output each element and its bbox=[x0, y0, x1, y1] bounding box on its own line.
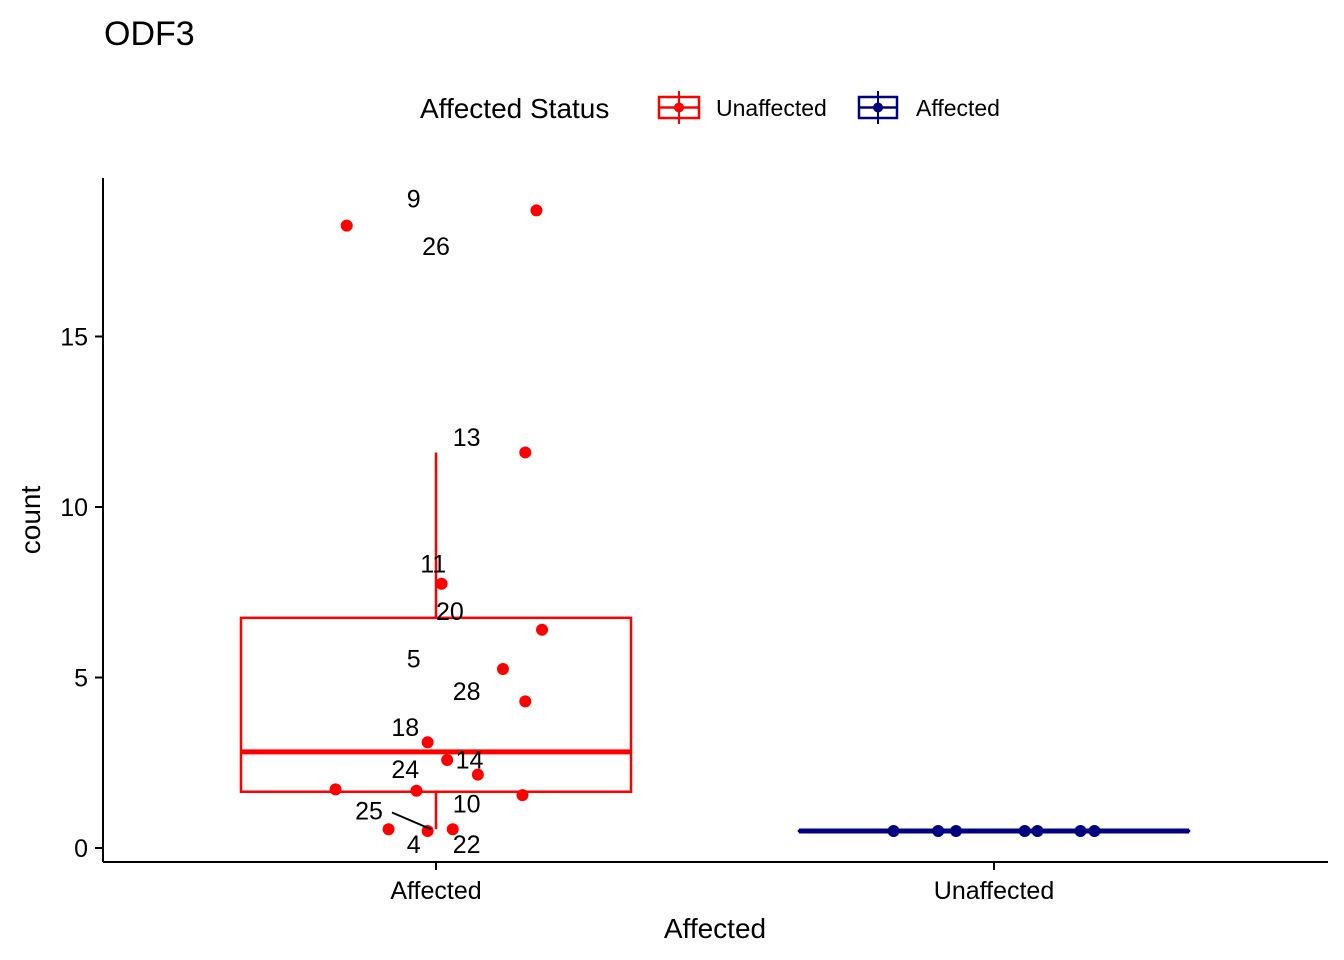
point-label: 25 bbox=[355, 797, 383, 825]
data-point bbox=[441, 754, 454, 767]
point-label: 10 bbox=[453, 791, 481, 819]
legend: Affected Status Unaffected Affected bbox=[420, 91, 1000, 124]
x-tick-label: Affected bbox=[390, 877, 481, 905]
box-rect bbox=[239, 616, 633, 793]
x-tick-label: Unaffected bbox=[934, 877, 1054, 905]
y-tick-label: 5 bbox=[74, 665, 88, 693]
data-point bbox=[410, 784, 423, 797]
y-axis-title: count bbox=[15, 486, 46, 555]
point-label: 22 bbox=[453, 831, 481, 859]
point-label: 20 bbox=[436, 598, 464, 626]
data-point bbox=[421, 736, 434, 749]
y-tick-label: 10 bbox=[60, 494, 88, 522]
point-label: 13 bbox=[453, 424, 481, 452]
data-point bbox=[536, 623, 549, 636]
data-point bbox=[421, 824, 434, 837]
legend-title: Affected Status bbox=[420, 93, 609, 124]
point-label: 28 bbox=[453, 678, 481, 706]
data-point bbox=[519, 695, 532, 708]
data-point bbox=[932, 824, 945, 837]
point-label: 5 bbox=[407, 646, 421, 674]
data-point bbox=[516, 789, 529, 802]
legend-key-affected bbox=[857, 91, 899, 124]
axes bbox=[102, 178, 1328, 863]
point-label: 18 bbox=[391, 714, 419, 742]
data-point bbox=[887, 824, 900, 837]
data-point bbox=[519, 446, 532, 459]
legend-label-affected: Affected bbox=[916, 95, 1000, 121]
x-ticks: Affected Unaffected bbox=[390, 862, 1054, 905]
chart-title: ODF3 bbox=[104, 15, 195, 53]
label-leader-line bbox=[391, 811, 432, 831]
point-label: 4 bbox=[407, 831, 421, 859]
y-tick-label: 15 bbox=[60, 324, 88, 352]
plot-area: 926 13 11 20 5 28 18 14 24 10 25 4 22 bbox=[239, 185, 1191, 859]
data-point bbox=[1074, 824, 1087, 837]
data-point bbox=[496, 662, 509, 675]
y-ticks: 0 5 10 15 bbox=[60, 324, 103, 863]
data-point bbox=[1031, 824, 1044, 837]
data-point bbox=[329, 783, 342, 796]
data-point bbox=[1018, 824, 1031, 837]
data-point bbox=[435, 577, 448, 590]
data-point bbox=[1088, 824, 1101, 837]
data-point bbox=[340, 219, 353, 232]
point-label: 9 bbox=[407, 185, 421, 213]
data-point bbox=[382, 823, 395, 836]
data-point bbox=[530, 204, 543, 217]
y-tick-label: 0 bbox=[74, 835, 88, 863]
point-label: 24 bbox=[391, 756, 419, 784]
point-label: 26 bbox=[422, 233, 450, 261]
point-label: 11 bbox=[420, 550, 446, 578]
data-point bbox=[446, 823, 459, 836]
x-axis-title: Affected bbox=[664, 913, 766, 944]
data-point bbox=[471, 768, 484, 781]
point-label: 14 bbox=[456, 746, 484, 774]
data-point bbox=[950, 824, 963, 837]
legend-key-unaffected bbox=[657, 91, 701, 124]
legend-label-unaffected: Unaffected bbox=[716, 95, 827, 121]
